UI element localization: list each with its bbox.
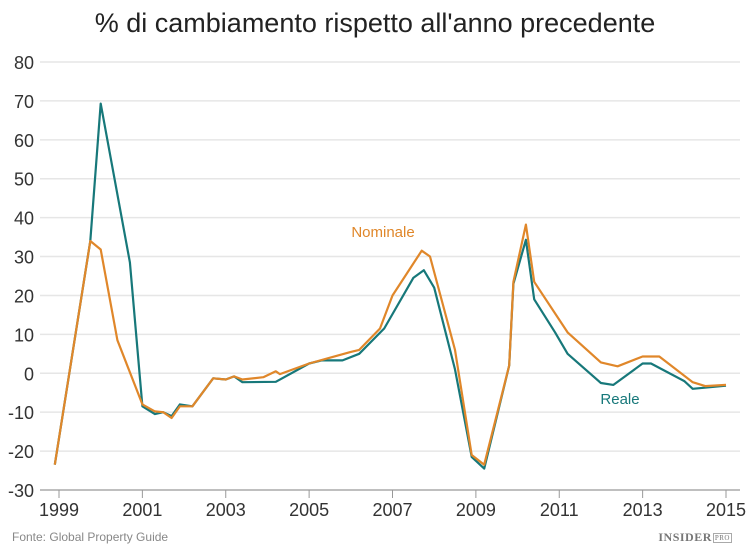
source-note: Fonte: Global Property Guide bbox=[12, 530, 169, 544]
insider-pro-logo: INSIDER PRO bbox=[658, 530, 732, 545]
y-tick-label: 20 bbox=[14, 286, 34, 306]
x-tick-label: 2011 bbox=[540, 500, 579, 520]
series-label-reale: Reale bbox=[600, 391, 639, 408]
x-tick-label: 2013 bbox=[623, 500, 663, 520]
y-tick-label: 50 bbox=[14, 170, 34, 190]
x-tick-label: 1999 bbox=[39, 500, 79, 520]
x-tick-label: 2001 bbox=[122, 500, 162, 520]
y-tick-label: 70 bbox=[14, 92, 34, 112]
x-tick-label: 2009 bbox=[456, 500, 496, 520]
y-tick-label: 30 bbox=[14, 248, 34, 268]
y-tick-label: 0 bbox=[24, 364, 34, 384]
logo-sub: PRO bbox=[712, 533, 732, 544]
y-tick-label: -10 bbox=[8, 403, 34, 423]
x-tick-label: 2007 bbox=[372, 500, 412, 520]
y-tick-label: -20 bbox=[8, 442, 34, 462]
chart-title: % di cambiamento rispetto all'anno prece… bbox=[94, 8, 656, 38]
y-tick-label: 40 bbox=[14, 209, 34, 229]
series-line-reale bbox=[53, 102, 727, 470]
y-tick-label: 80 bbox=[14, 53, 34, 73]
series-line-nominale bbox=[53, 223, 727, 466]
series-label-nominale: Nominale bbox=[351, 224, 414, 241]
x-tick-label: 2005 bbox=[289, 500, 329, 520]
y-tick-label: 60 bbox=[14, 131, 34, 151]
y-tick-label: 10 bbox=[14, 325, 34, 345]
logo-text: INSIDER bbox=[658, 530, 712, 544]
y-tick-label: -30 bbox=[8, 481, 34, 501]
x-tick-label: 2015 bbox=[706, 500, 746, 520]
x-tick-label: 2003 bbox=[206, 500, 246, 520]
